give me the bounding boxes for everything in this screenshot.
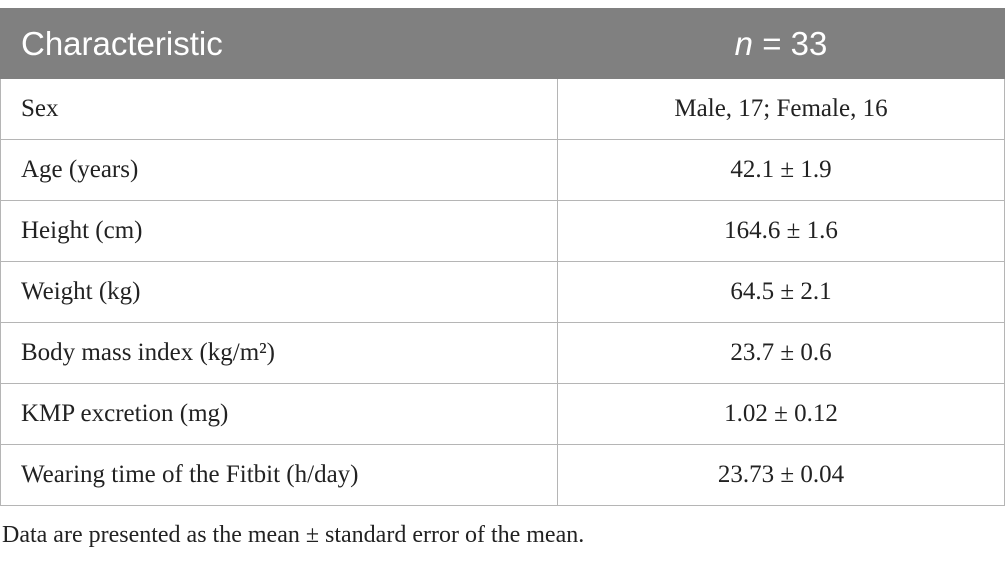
table-row: KMP excretion (mg) 1.02 ± 0.12 (0, 383, 1005, 445)
footnote: Data are presented as the mean ± standar… (2, 522, 585, 548)
table-row: Height (cm) 164.6 ± 1.6 (0, 200, 1005, 262)
table-row: Sex Male, 17; Female, 16 (0, 78, 1005, 140)
table-row: Age (years) 42.1 ± 1.9 (0, 139, 1005, 201)
characteristics-table: Characteristic n = 33 Sex Male, 17; Femal… (0, 8, 1005, 506)
characteristic-cell: Age (years) (0, 139, 558, 201)
value-cell: Male, 17; Female, 16 (557, 78, 1005, 140)
characteristic-cell: Height (cm) (0, 200, 558, 262)
n-value: = 33 (762, 24, 828, 62)
characteristic-cell: Wearing time of the Fitbit (h/day) (0, 444, 558, 506)
characteristic-cell: Weight (kg) (0, 261, 558, 323)
table-row: Weight (kg) 64.5 ± 2.1 (0, 261, 1005, 323)
table-row: Body mass index (kg/m²) 23.7 ± 0.6 (0, 322, 1005, 384)
n-symbol: n (734, 24, 754, 62)
value-cell: 23.73 ± 0.04 (557, 444, 1005, 506)
characteristic-cell: Body mass index (kg/m²) (0, 322, 558, 384)
characteristic-cell: Sex (0, 78, 558, 140)
value-cell: 23.7 ± 0.6 (557, 322, 1005, 384)
header-cell: n = 33 (557, 8, 1005, 79)
characteristic-cell: KMP excretion (mg) (0, 383, 558, 445)
table-body: Sex Male, 17; Female, 16 Age (years) 42.1 ±… (0, 78, 1005, 506)
header-row: Characteristic n = 33 (0, 8, 1005, 79)
value-cell: 164.6 ± 1.6 (557, 200, 1005, 262)
value-cell: 1.02 ± 0.12 (557, 383, 1005, 445)
value-cell: 64.5 ± 2.1 (557, 261, 1005, 323)
table-row: Wearing time of the Fitbit (h/day) 23.73 … (0, 444, 1005, 506)
value-cell: 42.1 ± 1.9 (557, 139, 1005, 201)
header-cell: Characteristic (0, 8, 558, 79)
